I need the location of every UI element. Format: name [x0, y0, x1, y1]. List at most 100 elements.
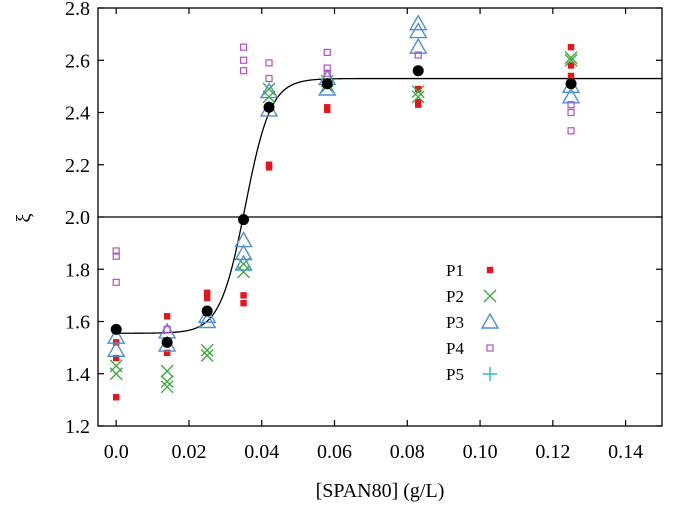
- legend-marker: [486, 266, 494, 274]
- data-point: [567, 101, 575, 109]
- legend-marker: [483, 289, 497, 303]
- fit-curve: [116, 77, 662, 334]
- legend-label: P3: [446, 313, 464, 332]
- series-p2: [109, 51, 578, 394]
- data-point: [109, 367, 123, 381]
- data-point: [197, 306, 217, 323]
- data-point: [161, 336, 173, 348]
- data-point: [240, 300, 247, 307]
- data-point: [106, 340, 126, 357]
- data-point: [323, 48, 331, 57]
- data-point: [567, 72, 575, 80]
- data-point: [561, 87, 581, 104]
- y-tick-label: 2.6: [65, 50, 90, 72]
- data-point: [412, 65, 424, 77]
- data-point: [163, 349, 171, 357]
- data-point: [323, 64, 331, 72]
- x-tick-label: 0.04: [244, 441, 279, 463]
- data-point: [200, 343, 214, 357]
- legend-label: P2: [446, 287, 464, 306]
- data-point: [567, 62, 575, 69]
- y-tick-label: 1.2: [65, 416, 90, 438]
- data-point: [203, 289, 211, 296]
- data-point: [321, 78, 333, 90]
- data-point: [112, 354, 120, 362]
- data-point: [201, 305, 213, 317]
- data-point: [259, 82, 279, 99]
- data-point: [567, 108, 575, 117]
- data-point: [160, 380, 174, 394]
- y-tick-label: 1.4: [65, 364, 90, 386]
- legend-label: P5: [446, 365, 464, 384]
- data-point: [263, 101, 275, 113]
- data-point: [415, 85, 422, 93]
- y-tick-label: 1.6: [65, 312, 90, 334]
- data-point: [112, 394, 120, 401]
- data-point: [163, 325, 171, 333]
- data-point: [112, 252, 120, 260]
- series-p1: [112, 43, 575, 401]
- legend-marker: [483, 367, 497, 381]
- data-point: [234, 244, 253, 261]
- x-tick-label: 0.12: [535, 441, 570, 463]
- y-tick-label: 2.2: [65, 155, 90, 177]
- data-point: [324, 106, 331, 114]
- data-point: [203, 294, 211, 302]
- data-point: [239, 67, 248, 75]
- data-point: [318, 79, 337, 96]
- data-point: [238, 214, 250, 226]
- data-point: [408, 37, 428, 54]
- data-point: [163, 313, 171, 320]
- data-point: [160, 375, 174, 389]
- data-points: [106, 14, 581, 401]
- legend: P1 P2 P3 P4 P5: [446, 261, 500, 384]
- data-point: [262, 90, 276, 104]
- series-mean: [110, 65, 577, 348]
- x-tick-label: 0.10: [463, 441, 498, 463]
- data-point: [565, 78, 577, 90]
- data-point: [265, 164, 273, 171]
- series-p3: [106, 14, 581, 357]
- data-point: [160, 364, 174, 378]
- data-point: [408, 14, 428, 31]
- data-point: [197, 312, 217, 329]
- data-point: [200, 348, 214, 362]
- data-point: [567, 43, 575, 51]
- data-point: [112, 247, 120, 255]
- x-tick-label: 0.08: [390, 441, 425, 463]
- x-axis-label: [SPAN80] (g/L): [316, 480, 445, 502]
- data-point: [564, 51, 578, 65]
- data-point: [112, 278, 120, 286]
- legend-label: P4: [446, 339, 464, 358]
- data-point: [240, 292, 247, 299]
- y-tick-label: 2.0: [65, 207, 90, 229]
- data-point: [237, 265, 251, 279]
- x-tick-label: 0.14: [608, 441, 643, 463]
- x-tick-label: 0.0: [104, 441, 129, 463]
- data-point: [234, 254, 253, 271]
- data-point: [414, 51, 422, 59]
- data-point: [415, 101, 422, 108]
- data-point: [567, 127, 575, 135]
- data-point: [411, 85, 425, 99]
- y-tick-label: 2.4: [65, 103, 90, 125]
- data-point: [564, 53, 578, 67]
- x-tick-label: 0.02: [171, 441, 206, 463]
- legend-marker: [486, 344, 494, 352]
- data-point: [323, 69, 331, 77]
- series-p4: [112, 43, 575, 333]
- y-tick-label: 1.8: [65, 259, 90, 281]
- axis-ticks: 0.0 0.02 0.04 0.06 0.08 0.10 0.12 0.14 1.2 1.4 1.6…: [65, 0, 662, 463]
- data-point: [239, 43, 248, 51]
- data-point: [110, 323, 122, 335]
- data-point: [408, 22, 428, 39]
- data-point: [265, 59, 273, 67]
- data-point: [265, 74, 273, 83]
- y-axis-label: ξ: [13, 213, 35, 222]
- x-tick-label: 0.06: [317, 441, 352, 463]
- y-tick-label: 2.8: [65, 0, 90, 20]
- data-point: [239, 56, 248, 64]
- legend-label: P1: [446, 261, 464, 280]
- legend-marker: [480, 312, 500, 329]
